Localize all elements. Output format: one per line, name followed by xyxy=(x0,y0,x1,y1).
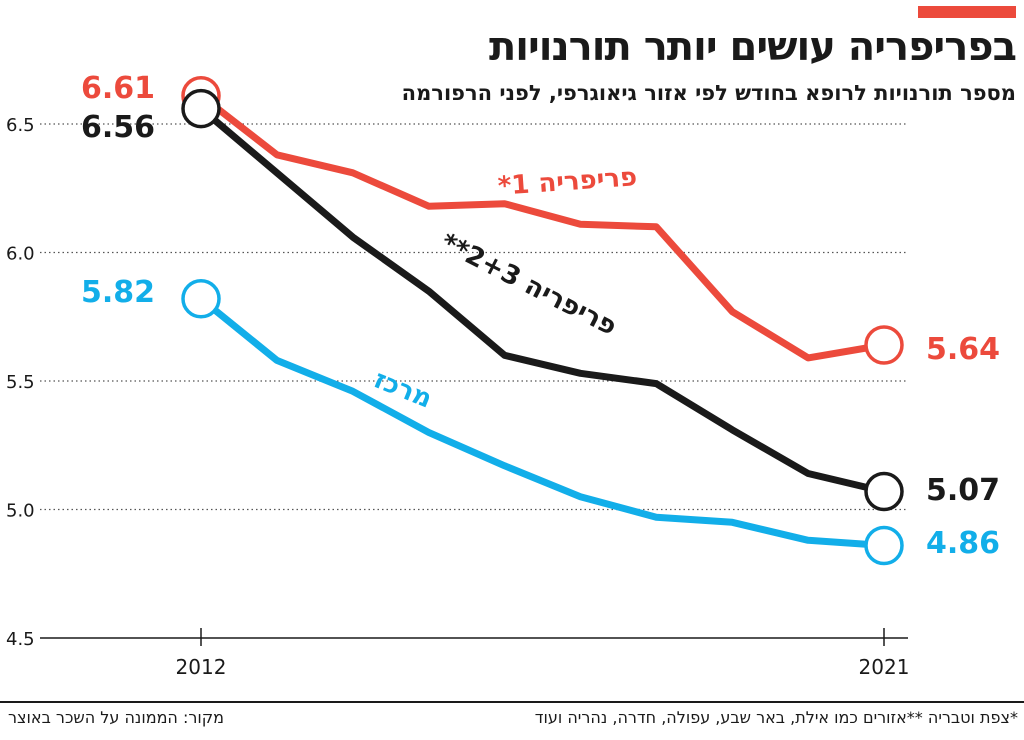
y-tick-label: 6.0 xyxy=(6,244,35,265)
accent-bar xyxy=(918,6,1016,18)
series-line-periphery1 xyxy=(197,92,888,362)
y-tick-label: 4.5 xyxy=(6,629,35,650)
start-marker-center xyxy=(181,279,221,319)
x-tick-label: 2012 xyxy=(176,655,227,679)
endpoint-markers xyxy=(181,75,904,566)
chart-title: בפריפריה עושים יותר תורנויות xyxy=(488,24,1017,70)
end-value-label-periphery1: 5.64 xyxy=(926,332,1000,367)
end-marker-periphery23 xyxy=(864,471,904,512)
series-line-center xyxy=(197,295,888,549)
start-value-label-center: 5.82 xyxy=(81,275,155,310)
series-name-label-periphery1: פריפריה 1* xyxy=(497,162,638,202)
end-marker-center xyxy=(864,525,904,566)
x-axis xyxy=(40,628,908,646)
chart-subtitle: מספר תורנויות לרופא בחודש לפי אזור גיאוג… xyxy=(401,81,1016,105)
x-axis-tick-labels: 2012 2021 xyxy=(176,655,910,679)
start-value-label-periphery1: 6.61 xyxy=(81,71,155,106)
grid-lines xyxy=(40,123,908,511)
x-tick-label: 2021 xyxy=(859,655,910,679)
source-credit: מקור: הממונה על השכר באוצר xyxy=(8,708,224,727)
series-line-periphery23 xyxy=(197,105,888,495)
series-lines xyxy=(197,92,888,549)
y-tick-label: 5.0 xyxy=(6,501,35,522)
end-marker-periphery1 xyxy=(864,325,904,365)
start-value-label-periphery23: 6.56 xyxy=(81,110,155,145)
end-value-label-center: 4.86 xyxy=(926,526,1000,561)
y-axis-tick-labels: 4.5 5.0 5.5 6.0 6.5 xyxy=(6,115,35,650)
y-tick-label: 6.5 xyxy=(6,115,35,136)
start-marker-periphery23 xyxy=(181,88,221,129)
footer-divider xyxy=(0,701,1024,703)
y-tick-label: 5.5 xyxy=(6,372,35,393)
line-chart: 4.5 5.0 5.5 6.0 6.5 2012 2021 6.61 5.64 פריפריה… xyxy=(6,71,1000,679)
end-value-label-periphery23: 5.07 xyxy=(926,473,1000,508)
footnote: *צפת וטבריה **אזורים כמו אילת, באר שבע, … xyxy=(534,708,1018,727)
